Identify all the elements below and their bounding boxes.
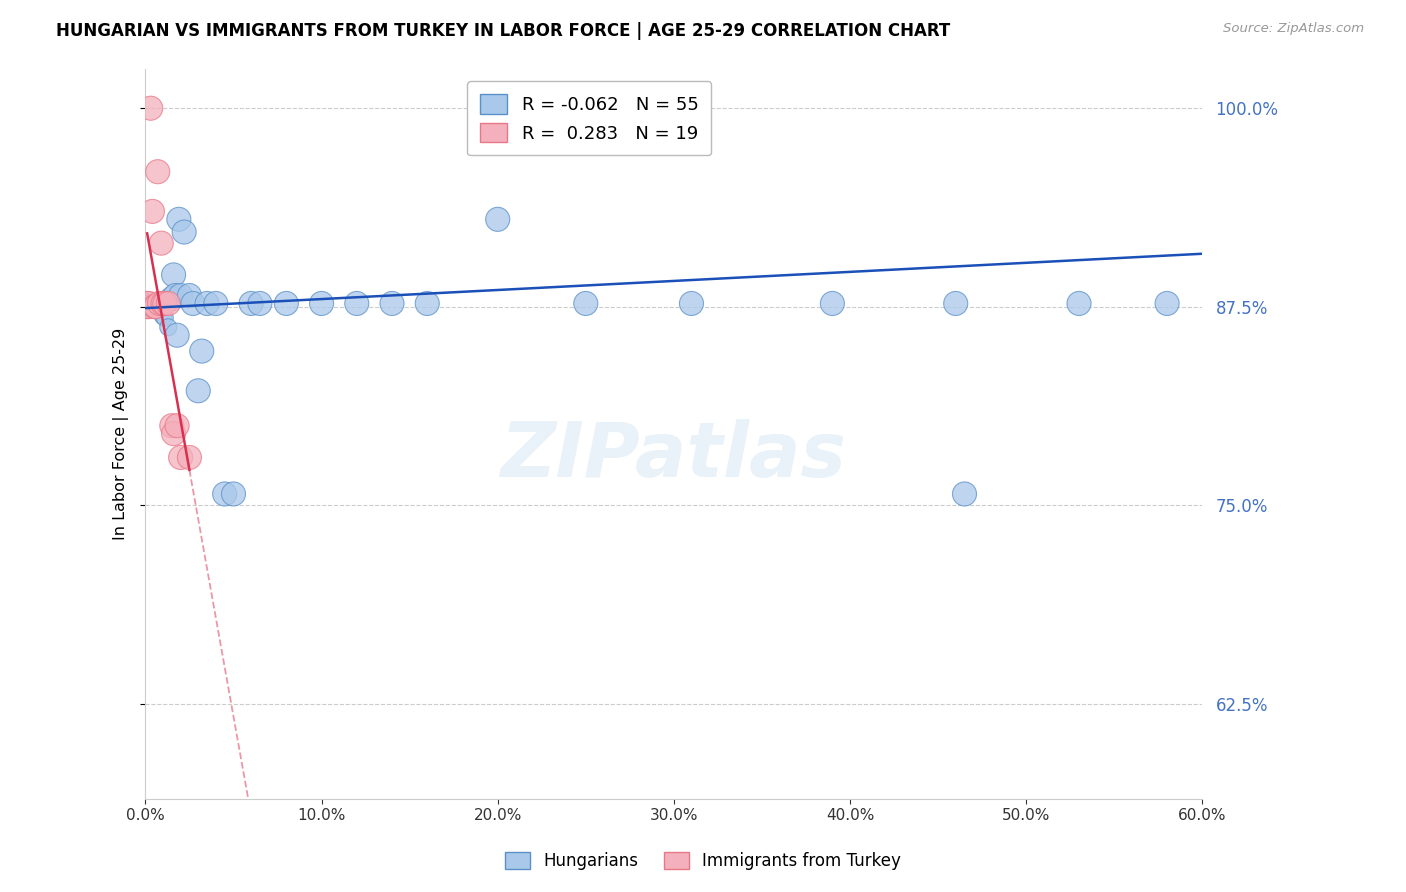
Point [139,101,162,115]
Point [155,298,177,312]
Point [165,288,187,302]
Point [1156,296,1178,310]
Point [654,101,676,115]
Point [146,164,169,178]
Point [179,450,201,465]
Point [157,320,180,334]
Point [662,101,685,115]
Point [136,294,159,309]
Point [139,298,162,312]
Point [1067,296,1090,310]
Point [152,309,174,323]
Point [249,296,271,310]
Point [179,288,201,302]
Point [143,298,166,312]
Point [169,450,191,465]
Point [148,298,170,312]
Y-axis label: In Labor Force | Age 25-29: In Labor Force | Age 25-29 [114,327,129,540]
Point [136,300,159,314]
Point [214,487,236,501]
Point [181,296,204,310]
Point [150,236,173,251]
Point [157,296,180,310]
Point [191,344,214,359]
Point [138,298,160,312]
Legend: Hungarians, Immigrants from Turkey: Hungarians, Immigrants from Turkey [499,845,907,877]
Point [346,296,368,310]
Point [169,288,191,302]
Point [150,300,173,314]
Point [276,296,298,310]
Point [240,296,263,310]
Point [148,293,170,308]
Point [195,296,218,310]
Point [381,296,404,310]
Text: HUNGARIAN VS IMMIGRANTS FROM TURKEY IN LABOR FORCE | AGE 25-29 CORRELATION CHART: HUNGARIAN VS IMMIGRANTS FROM TURKEY IN L… [56,22,950,40]
Point [205,296,228,310]
Point [141,300,163,314]
Point [138,300,160,314]
Point [146,300,169,314]
Point [152,296,174,310]
Point [166,328,188,343]
Point [141,204,163,219]
Point [160,292,183,306]
Point [138,296,160,310]
Point [486,212,509,227]
Point [945,296,967,310]
Legend: R = -0.062   N = 55, R =  0.283   N = 19: R = -0.062 N = 55, R = 0.283 N = 19 [467,81,711,155]
Point [138,296,160,310]
Point [143,300,166,314]
Point [160,418,183,433]
Point [153,296,176,310]
Point [143,301,166,316]
Point [145,300,167,314]
Point [145,300,167,314]
Point [153,310,176,325]
Point [146,300,169,314]
Point [148,296,170,310]
Point [139,296,162,310]
Point [167,212,190,227]
Text: ZIPatlas: ZIPatlas [501,418,846,492]
Point [311,296,333,310]
Text: Source: ZipAtlas.com: Source: ZipAtlas.com [1223,22,1364,36]
Point [150,300,173,314]
Point [187,384,209,398]
Point [821,296,844,310]
Point [645,101,668,115]
Point [173,225,195,239]
Point [681,296,703,310]
Point [162,426,184,441]
Point [141,296,163,310]
Point [953,487,976,501]
Point [166,418,188,433]
Point [162,268,184,282]
Point [416,296,439,310]
Point [222,487,245,501]
Point [575,296,598,310]
Point [136,296,159,310]
Point [145,302,167,317]
Point [672,101,695,115]
